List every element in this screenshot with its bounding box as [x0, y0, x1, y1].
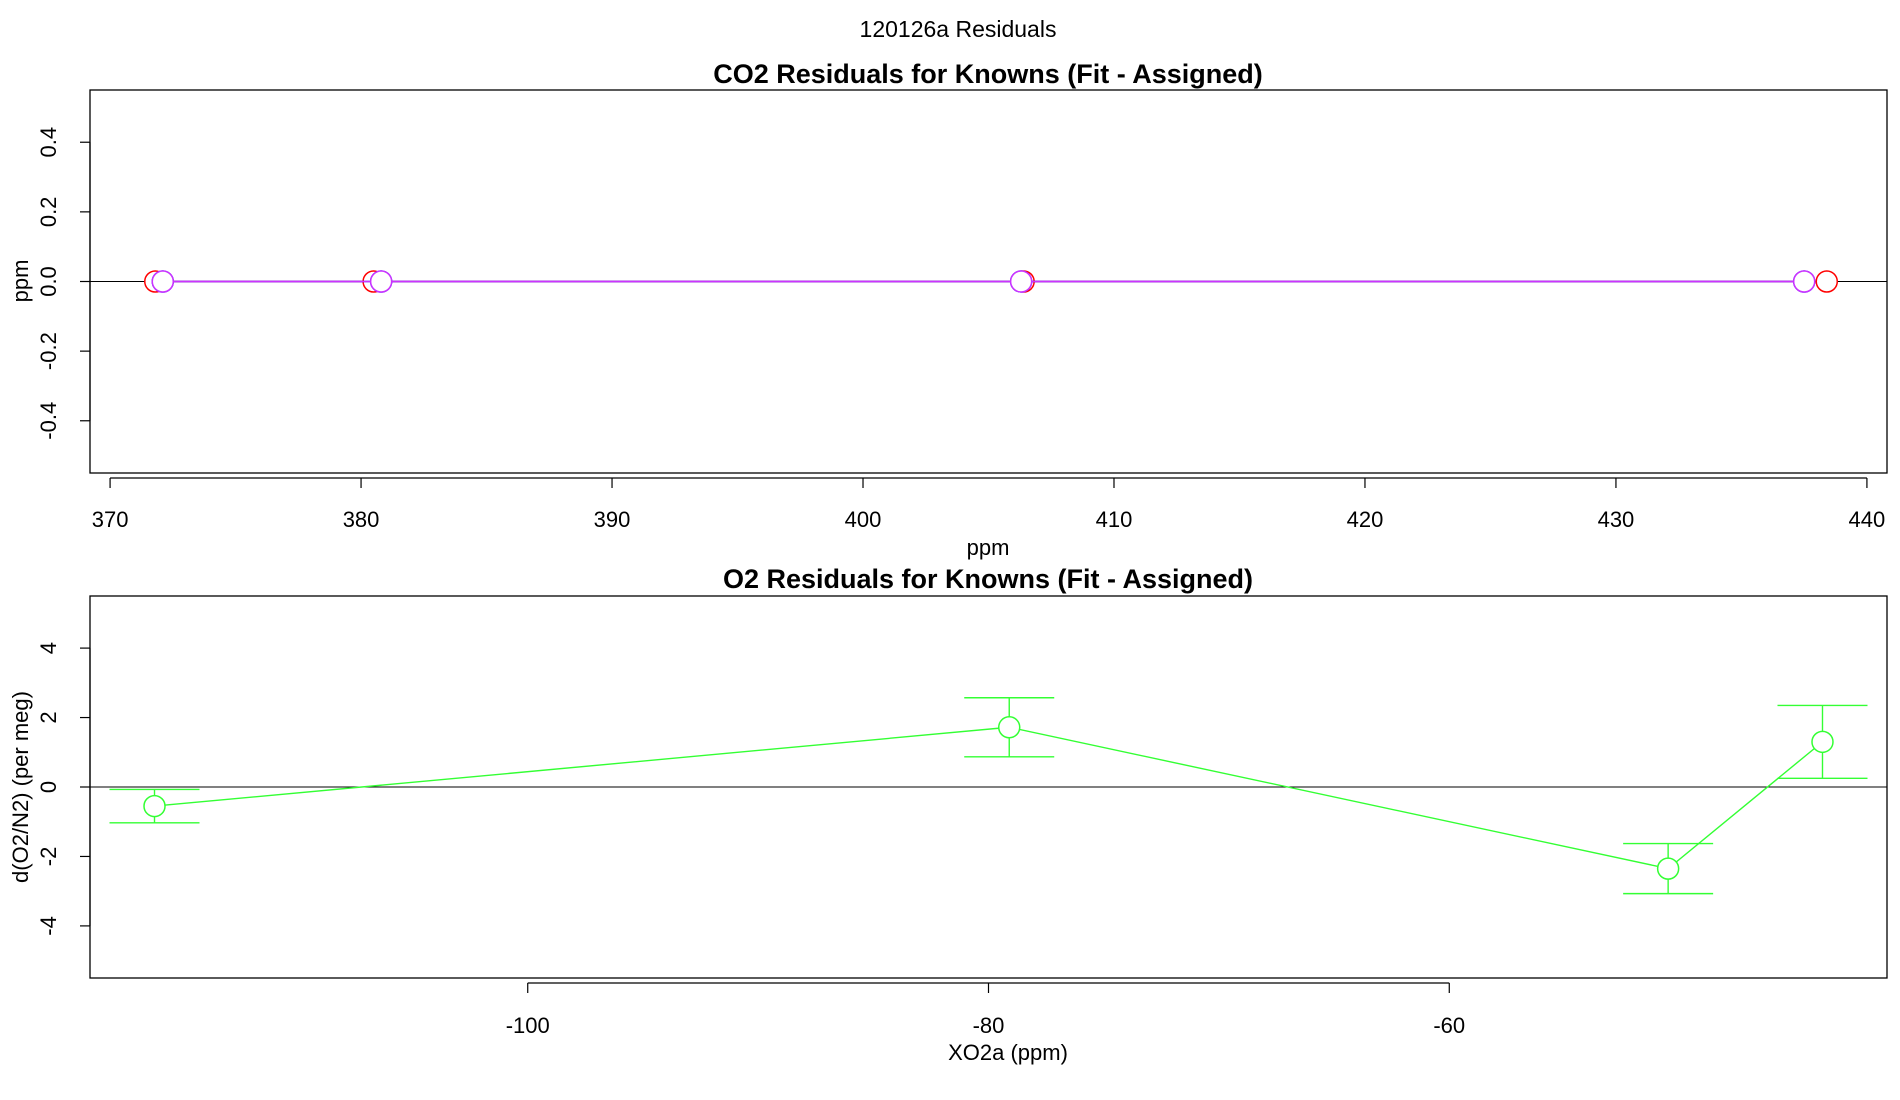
co2-chart-title: CO2 Residuals for Knowns (Fit - Assigned…	[713, 59, 1263, 89]
co2-x-tick-label: 410	[1096, 507, 1133, 532]
co2-data-point	[369, 270, 393, 293]
co2-y-tick-label: 0.2	[36, 197, 61, 228]
o2-x-tick-label: -60	[1433, 1013, 1465, 1038]
co2-data-point	[1792, 270, 1816, 293]
o2-x-tick-label: -100	[506, 1013, 550, 1038]
o2-chart-title: O2 Residuals for Knowns (Fit - Assigned)	[723, 564, 1253, 594]
co2-x-tick-label: 390	[594, 507, 631, 532]
co2-data-point	[1815, 270, 1839, 293]
co2-x-tick-label: 380	[343, 507, 380, 532]
co2-x-tick-label: 370	[92, 507, 129, 532]
co2-x-axis-label: ppm	[967, 535, 1010, 560]
o2-y-tick-label: -4	[36, 916, 61, 936]
o2-series-0-line	[154, 726, 1823, 870]
o2-y-tick-label: 4	[36, 642, 61, 654]
o2-residuals-panel: O2 Residuals for Knowns (Fit - Assigned)…	[8, 564, 1888, 1065]
co2-y-axis-label: ppm	[8, 260, 33, 303]
o2-x-axis-label: XO2a (ppm)	[948, 1040, 1068, 1065]
o2-data-point	[1811, 730, 1834, 754]
co2-x-tick-label: 400	[845, 507, 882, 532]
o2-x-tick-label: -80	[973, 1013, 1005, 1038]
co2-y-tick-label: 0.4	[36, 127, 61, 158]
co2-residuals-panel: CO2 Residuals for Knowns (Fit - Assigned…	[8, 59, 1888, 560]
figure-title: 120126a Residuals	[860, 16, 1057, 42]
o2-data-point	[997, 716, 1021, 739]
co2-y-tick-label: -0.4	[36, 402, 61, 440]
o2-y-tick-label: 0	[36, 781, 61, 793]
co2-y-tick-label: -0.2	[36, 332, 61, 370]
co2-x-tick-label: 440	[1849, 507, 1886, 532]
co2-x-tick-label: 420	[1347, 507, 1384, 532]
co2-data-point	[151, 270, 175, 293]
co2-data-point	[1009, 270, 1033, 293]
o2-data-point	[1656, 857, 1680, 880]
o2-y-axis-label: d(O2/N2) (per meg)	[8, 691, 33, 883]
co2-y-tick-label: 0.0	[36, 266, 61, 297]
o2-data-point	[143, 794, 166, 818]
o2-y-tick-label: -2	[36, 847, 61, 867]
co2-x-tick-label: 430	[1598, 507, 1635, 532]
o2-y-tick-label: 2	[36, 711, 61, 723]
